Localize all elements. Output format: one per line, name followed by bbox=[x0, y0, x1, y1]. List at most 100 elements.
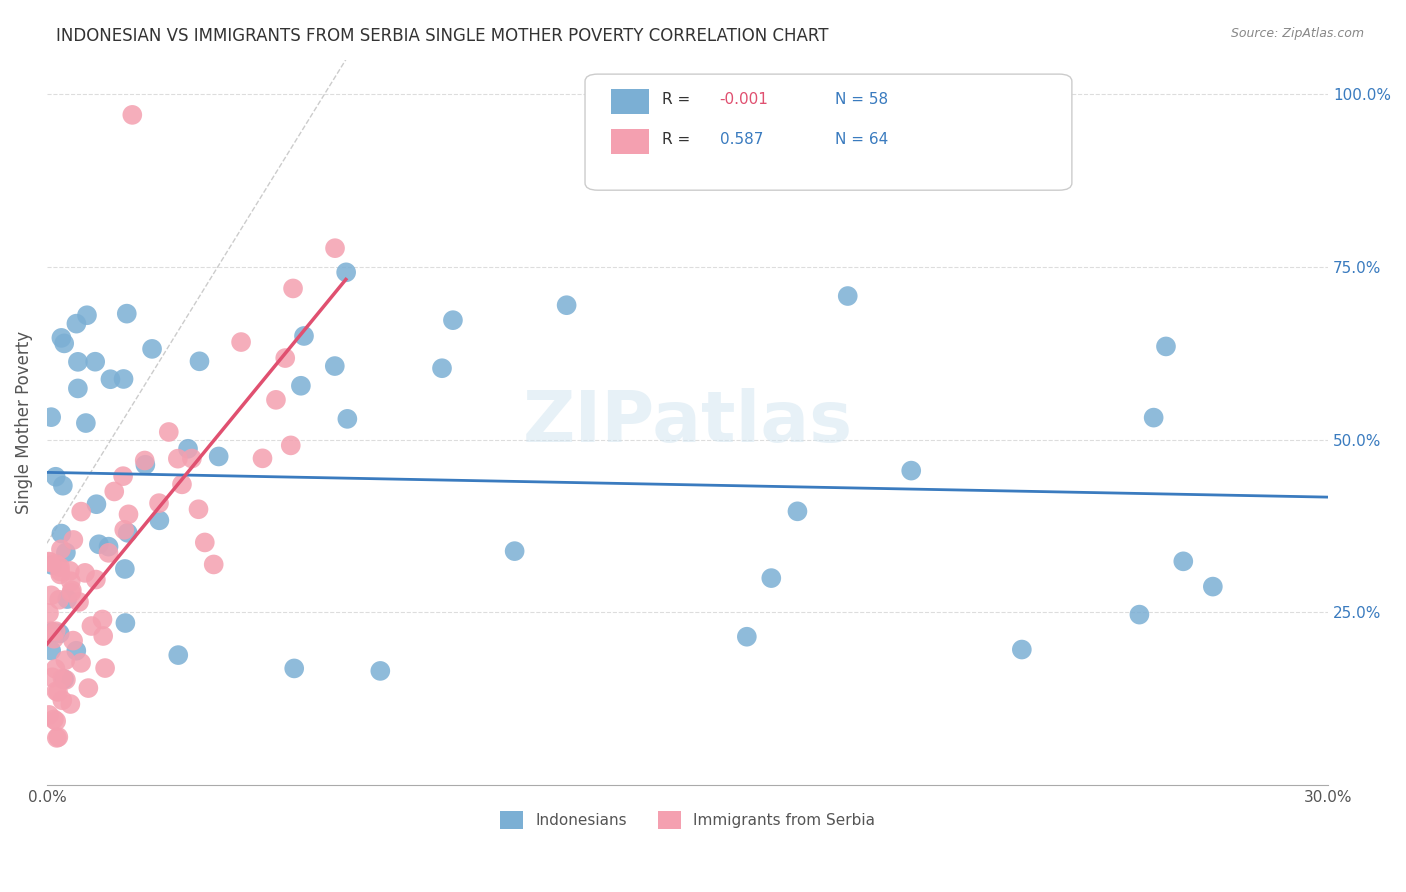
Point bbox=[280, 438, 302, 452]
Point bbox=[59, 564, 82, 578]
Point bbox=[51, 693, 73, 707]
Point bbox=[49, 560, 72, 574]
Point bbox=[323, 359, 346, 373]
Point bbox=[274, 351, 297, 365]
Point bbox=[336, 412, 359, 426]
Point bbox=[166, 451, 188, 466]
Point bbox=[84, 573, 107, 587]
Point bbox=[38, 555, 60, 569]
Point bbox=[49, 567, 72, 582]
Point bbox=[900, 464, 922, 478]
Point bbox=[87, 537, 110, 551]
Point bbox=[208, 450, 231, 464]
Point bbox=[194, 535, 217, 549]
Point bbox=[45, 624, 67, 639]
Point bbox=[41, 670, 63, 684]
Point bbox=[335, 265, 357, 279]
Point bbox=[188, 354, 211, 368]
FancyBboxPatch shape bbox=[610, 128, 650, 154]
Point bbox=[97, 546, 120, 560]
Point bbox=[117, 508, 139, 522]
Point bbox=[51, 331, 73, 345]
Legend: Indonesians, Immigrants from Serbia: Indonesians, Immigrants from Serbia bbox=[494, 805, 880, 836]
Point bbox=[46, 685, 69, 699]
Point bbox=[134, 458, 156, 472]
Point bbox=[91, 629, 114, 643]
Point bbox=[180, 451, 202, 466]
Point bbox=[229, 334, 252, 349]
Point bbox=[117, 525, 139, 540]
Point bbox=[283, 661, 305, 675]
Point bbox=[45, 714, 67, 728]
Point bbox=[48, 626, 70, 640]
Point bbox=[38, 707, 60, 722]
Text: N = 64: N = 64 bbox=[835, 132, 889, 147]
Point bbox=[148, 496, 170, 510]
Point bbox=[441, 313, 464, 327]
Point bbox=[62, 533, 84, 547]
Point bbox=[121, 108, 143, 122]
Point bbox=[148, 513, 170, 527]
FancyBboxPatch shape bbox=[585, 74, 1071, 190]
Point bbox=[252, 451, 274, 466]
Point bbox=[51, 526, 73, 541]
Point bbox=[45, 684, 67, 698]
Point bbox=[53, 672, 76, 686]
Point bbox=[1154, 339, 1177, 353]
Text: ZIPatlas: ZIPatlas bbox=[523, 388, 852, 457]
Point bbox=[49, 565, 72, 579]
Point bbox=[1143, 410, 1166, 425]
Point bbox=[170, 477, 193, 491]
Point bbox=[62, 633, 84, 648]
Point bbox=[66, 355, 89, 369]
Point bbox=[45, 558, 67, 572]
Point bbox=[1011, 642, 1033, 657]
Text: R =: R = bbox=[662, 92, 695, 107]
Point bbox=[292, 329, 315, 343]
Text: -0.001: -0.001 bbox=[720, 92, 769, 107]
Point bbox=[70, 656, 93, 670]
Point bbox=[41, 558, 63, 572]
Point bbox=[84, 355, 107, 369]
Point bbox=[48, 592, 70, 607]
Text: INDONESIAN VS IMMIGRANTS FROM SERBIA SINGLE MOTHER POVERTY CORRELATION CHART: INDONESIAN VS IMMIGRANTS FROM SERBIA SIN… bbox=[56, 27, 828, 45]
Point bbox=[555, 298, 578, 312]
Point bbox=[70, 505, 93, 519]
Point bbox=[38, 606, 60, 620]
Point bbox=[290, 378, 312, 392]
Point bbox=[80, 619, 103, 633]
Point bbox=[55, 545, 77, 559]
Point bbox=[157, 425, 180, 439]
Point bbox=[115, 307, 138, 321]
Point bbox=[86, 497, 108, 511]
Point bbox=[112, 523, 135, 537]
Point bbox=[45, 731, 67, 745]
Point bbox=[39, 555, 62, 569]
Point bbox=[56, 592, 79, 607]
Point bbox=[177, 442, 200, 456]
Point bbox=[39, 624, 62, 639]
Point bbox=[60, 586, 83, 600]
Point bbox=[55, 673, 77, 687]
Point bbox=[42, 712, 65, 726]
Point bbox=[41, 624, 63, 639]
Point bbox=[761, 571, 783, 585]
Point bbox=[73, 566, 96, 580]
Point bbox=[114, 562, 136, 576]
Point bbox=[264, 392, 287, 407]
Point bbox=[323, 241, 346, 255]
Point bbox=[1173, 554, 1195, 568]
Point bbox=[39, 643, 62, 657]
Text: 0.587: 0.587 bbox=[720, 132, 763, 147]
Point bbox=[45, 469, 67, 483]
Point bbox=[112, 372, 135, 386]
Point bbox=[103, 484, 125, 499]
Point bbox=[65, 317, 87, 331]
Point bbox=[503, 544, 526, 558]
Point bbox=[167, 648, 190, 662]
Point bbox=[281, 281, 304, 295]
Point bbox=[430, 361, 453, 376]
Point bbox=[39, 588, 62, 602]
Point bbox=[100, 372, 122, 386]
Point bbox=[1128, 607, 1150, 622]
